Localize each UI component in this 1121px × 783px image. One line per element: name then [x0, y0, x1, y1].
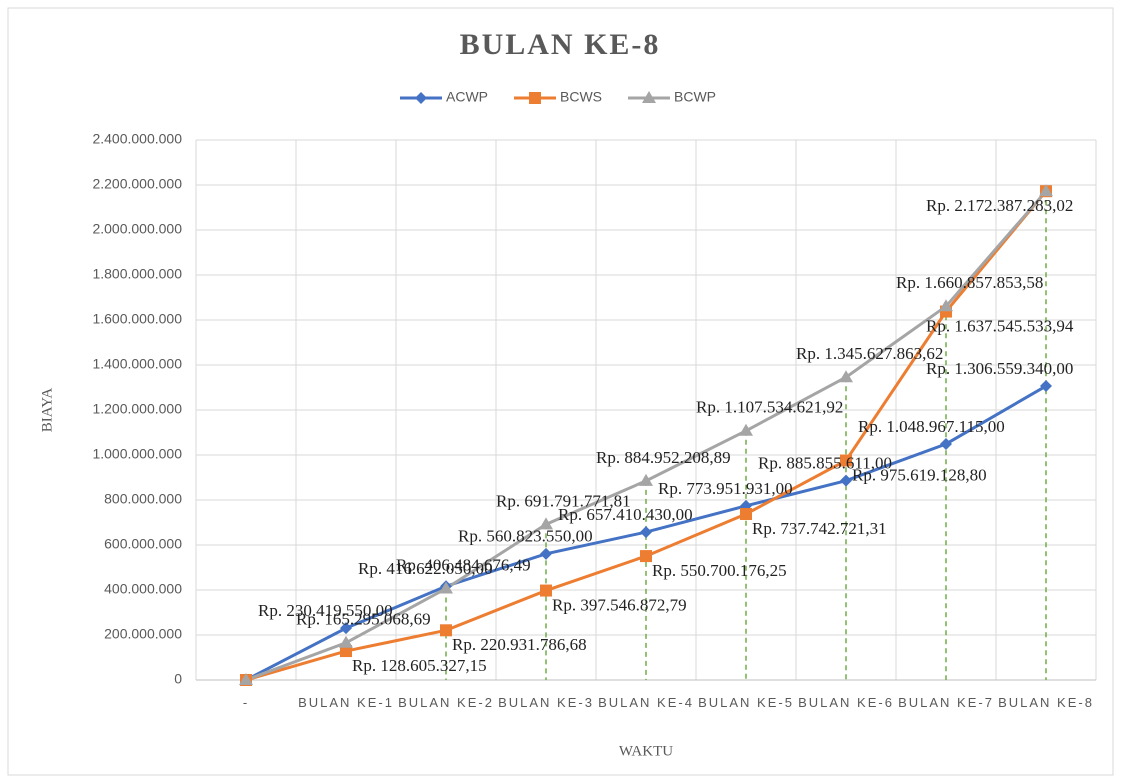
marker	[839, 370, 853, 383]
y-tick-label: 1.200.000.000	[92, 401, 182, 417]
y-tick-label: 1.000.000.000	[92, 446, 182, 462]
data-label: Rp. 1.306.559.340,00	[926, 359, 1073, 378]
data-label: Rp. 165.295.068,69	[296, 610, 431, 629]
marker	[529, 92, 541, 104]
marker	[239, 673, 253, 685]
data-label: Rp. 657.410.430,00	[558, 505, 693, 524]
marker	[539, 517, 553, 530]
data-label: Rp. 1.637.545.533,94	[926, 316, 1074, 335]
data-label: Rp. 975.619.128,80	[852, 465, 987, 484]
y-tick-label: 1.800.000.000	[92, 266, 182, 282]
x-tick-label: BULAN KE-5	[698, 695, 794, 710]
y-tick-label: 200.000.000	[104, 626, 182, 642]
marker	[540, 547, 552, 560]
marker	[739, 423, 753, 436]
data-label: Rp. 416.622.050,00	[358, 559, 493, 578]
marker	[740, 508, 752, 521]
marker	[939, 299, 953, 312]
x-tick-label: BULAN KE-8	[998, 695, 1094, 710]
x-tick-label: BULAN KE-3	[498, 695, 594, 710]
marker	[640, 526, 652, 539]
x-tick-label: BULAN KE-6	[798, 695, 894, 710]
y-tick-label: 1.400.000.000	[92, 356, 182, 372]
y-tick-label: 2.200.000.000	[92, 176, 182, 192]
x-tick-label: -	[242, 695, 250, 710]
data-label: Rp. 885.855.611,00	[758, 454, 892, 473]
marker	[1040, 380, 1052, 393]
marker	[640, 550, 652, 563]
data-label: Rp. 737.742.721,31	[752, 519, 887, 538]
y-tick-label: 800.000.000	[104, 491, 182, 507]
data-label: Rp. 397.546.872,79	[552, 595, 687, 614]
x-tick-label: BULAN KE-2	[398, 695, 494, 710]
data-label: Rp. 1.660.857.853,58	[896, 273, 1043, 292]
data-label: Rp. 1.048.967.115,00	[858, 417, 1005, 436]
y-tick-label: 2.000.000.000	[92, 221, 182, 237]
y-tick-label: 2.400.000.000	[92, 131, 182, 147]
marker	[1039, 184, 1053, 197]
y-tick-label: 1.600.000.000	[92, 311, 182, 327]
marker	[639, 473, 653, 486]
marker	[439, 581, 453, 594]
marker	[340, 645, 352, 658]
marker	[840, 474, 852, 487]
data-label: Rp. 560.823.550,00	[458, 527, 593, 546]
legend-label: BCWP	[674, 89, 716, 105]
chart-border	[7, 7, 1114, 776]
legend-label: ACWP	[446, 89, 488, 105]
data-label: Rp. 2.172.387.283,02	[926, 196, 1073, 215]
marker	[840, 454, 852, 467]
marker	[415, 92, 427, 104]
data-label: Rp. 220.931.786,68	[452, 635, 587, 654]
y-tick-label: 0	[174, 671, 182, 687]
x-tick-label: BULAN KE-1	[298, 695, 394, 710]
x-tick-label: BULAN KE-4	[598, 695, 694, 710]
y-axis-title: BIAYA	[39, 388, 55, 433]
marker	[940, 437, 952, 450]
data-label: Rp. 1.107.534.621,92	[696, 398, 843, 417]
data-label: Rp. 128.605.327,15	[352, 656, 487, 675]
data-label: Rp. 884.952.208,89	[596, 448, 731, 467]
marker	[340, 622, 352, 635]
marker	[440, 624, 452, 637]
marker	[339, 635, 353, 648]
x-axis-title: WAKTU	[619, 743, 673, 759]
data-label: Rp. 406.484.676,49	[396, 555, 531, 574]
data-label: Rp. 550.700.176,25	[652, 561, 787, 580]
data-label: Rp. 691.791.771,81	[496, 491, 631, 510]
data-label: Rp. 1.345.627.863,62	[796, 344, 943, 363]
marker	[642, 91, 656, 103]
data-label: Rp. 773.951.931,00	[658, 479, 793, 498]
y-tick-label: 600.000.000	[104, 536, 182, 552]
x-tick-label: BULAN KE-7	[898, 695, 994, 710]
chart-title: BULAN KE-8	[460, 28, 661, 61]
marker	[540, 584, 552, 597]
y-tick-label: 400.000.000	[104, 581, 182, 597]
data-label: Rp. 230.419.550,00	[258, 601, 393, 620]
legend-label: BCWS	[560, 89, 602, 105]
